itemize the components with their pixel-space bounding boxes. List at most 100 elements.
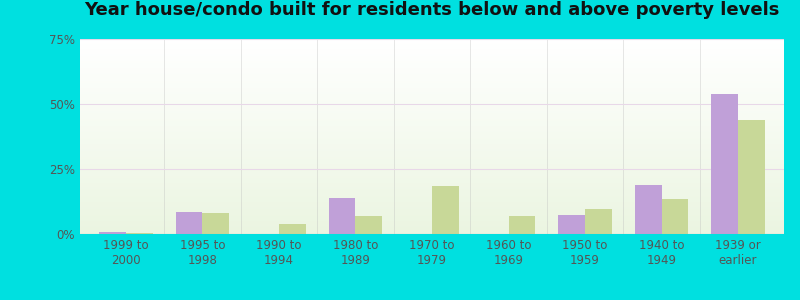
Bar <box>329 198 355 234</box>
Bar <box>80 86 784 87</box>
Bar <box>80 230 784 231</box>
Bar <box>80 201 784 202</box>
Bar <box>80 79 784 80</box>
Bar <box>80 197 784 198</box>
Bar <box>80 124 784 125</box>
Bar <box>80 162 784 163</box>
Bar <box>80 51 784 52</box>
Bar <box>662 199 688 234</box>
Bar <box>80 88 784 89</box>
Bar <box>80 91 784 92</box>
Bar <box>80 97 784 98</box>
Bar <box>80 108 784 109</box>
Bar <box>80 177 784 178</box>
Bar <box>80 189 784 190</box>
Bar <box>80 58 784 59</box>
Bar <box>80 84 784 85</box>
Bar <box>80 146 784 147</box>
Bar <box>80 122 784 123</box>
Bar <box>80 224 784 225</box>
Bar <box>80 185 784 186</box>
Bar <box>80 75 784 76</box>
Bar <box>80 153 784 154</box>
Bar <box>80 123 784 124</box>
Bar <box>80 95 784 97</box>
Bar <box>80 68 784 69</box>
Bar <box>80 104 784 105</box>
Bar <box>80 218 784 219</box>
Bar <box>80 64 784 65</box>
Bar <box>80 53 784 54</box>
Bar <box>80 113 784 114</box>
Bar <box>80 147 784 148</box>
Bar <box>80 112 784 113</box>
Bar <box>80 128 784 129</box>
Bar <box>80 44 784 45</box>
Bar <box>80 168 784 169</box>
Bar <box>80 140 784 141</box>
Bar <box>80 45 784 46</box>
Bar <box>80 196 784 197</box>
Bar <box>80 109 784 110</box>
Bar <box>80 60 784 62</box>
Bar <box>80 71 784 72</box>
Bar <box>80 100 784 101</box>
Bar <box>80 89 784 90</box>
Bar <box>80 52 784 53</box>
Bar <box>80 231 784 232</box>
Bar <box>80 194 784 195</box>
Bar <box>80 211 784 212</box>
Bar <box>80 115 784 116</box>
Bar <box>80 103 784 104</box>
Bar <box>80 199 784 200</box>
Bar <box>80 209 784 210</box>
Bar <box>80 232 784 233</box>
Bar <box>80 205 784 206</box>
Bar <box>80 61 784 62</box>
Bar <box>80 143 784 144</box>
Bar <box>80 200 784 201</box>
Bar <box>80 156 784 157</box>
Bar <box>80 137 784 138</box>
Bar <box>80 175 784 176</box>
Bar <box>80 207 784 208</box>
Bar <box>80 219 784 220</box>
Bar <box>80 136 784 137</box>
Bar <box>80 155 784 156</box>
Bar <box>80 39 784 40</box>
Bar <box>80 149 784 150</box>
Bar <box>80 59 784 60</box>
Bar <box>80 126 784 127</box>
Bar <box>80 43 784 44</box>
Bar <box>80 206 784 207</box>
Bar <box>80 111 784 112</box>
Bar <box>80 193 784 194</box>
Bar <box>80 77 784 78</box>
Bar <box>80 227 784 228</box>
Bar <box>80 133 784 134</box>
Bar <box>80 215 784 217</box>
Bar <box>738 120 765 234</box>
Bar <box>80 164 784 165</box>
Bar <box>80 221 784 222</box>
Bar <box>80 212 784 214</box>
Bar <box>80 222 784 223</box>
Bar <box>80 117 784 118</box>
Bar <box>80 158 784 159</box>
Bar <box>80 173 784 175</box>
Bar <box>80 54 784 55</box>
Bar <box>80 72 784 73</box>
Bar <box>80 159 784 160</box>
Bar <box>80 188 784 189</box>
Bar <box>355 216 382 234</box>
Bar <box>80 92 784 93</box>
Bar <box>80 204 784 205</box>
Bar <box>80 107 784 108</box>
Bar <box>80 65 784 66</box>
Bar <box>80 129 784 130</box>
Bar <box>80 85 784 86</box>
Bar <box>80 66 784 67</box>
Bar <box>80 166 784 167</box>
Bar <box>80 82 784 83</box>
Bar <box>80 167 784 168</box>
